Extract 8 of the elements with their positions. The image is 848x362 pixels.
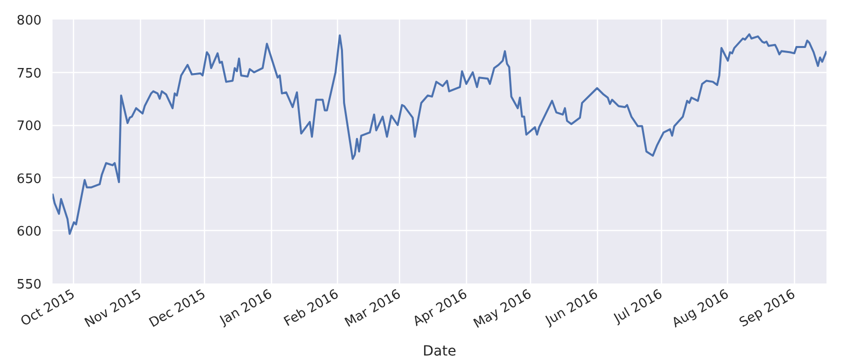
y-tick-label: 600	[16, 224, 42, 240]
y-tick-label: 800	[16, 14, 42, 28]
y-tick-label: 700	[16, 119, 42, 134]
y-tick-label: 750	[16, 66, 42, 82]
y-tick-label: 650	[16, 172, 42, 187]
line-series	[52, 33, 826, 235]
y-tick-label: 550	[16, 278, 42, 292]
x-axis-title: Date	[422, 343, 456, 360]
